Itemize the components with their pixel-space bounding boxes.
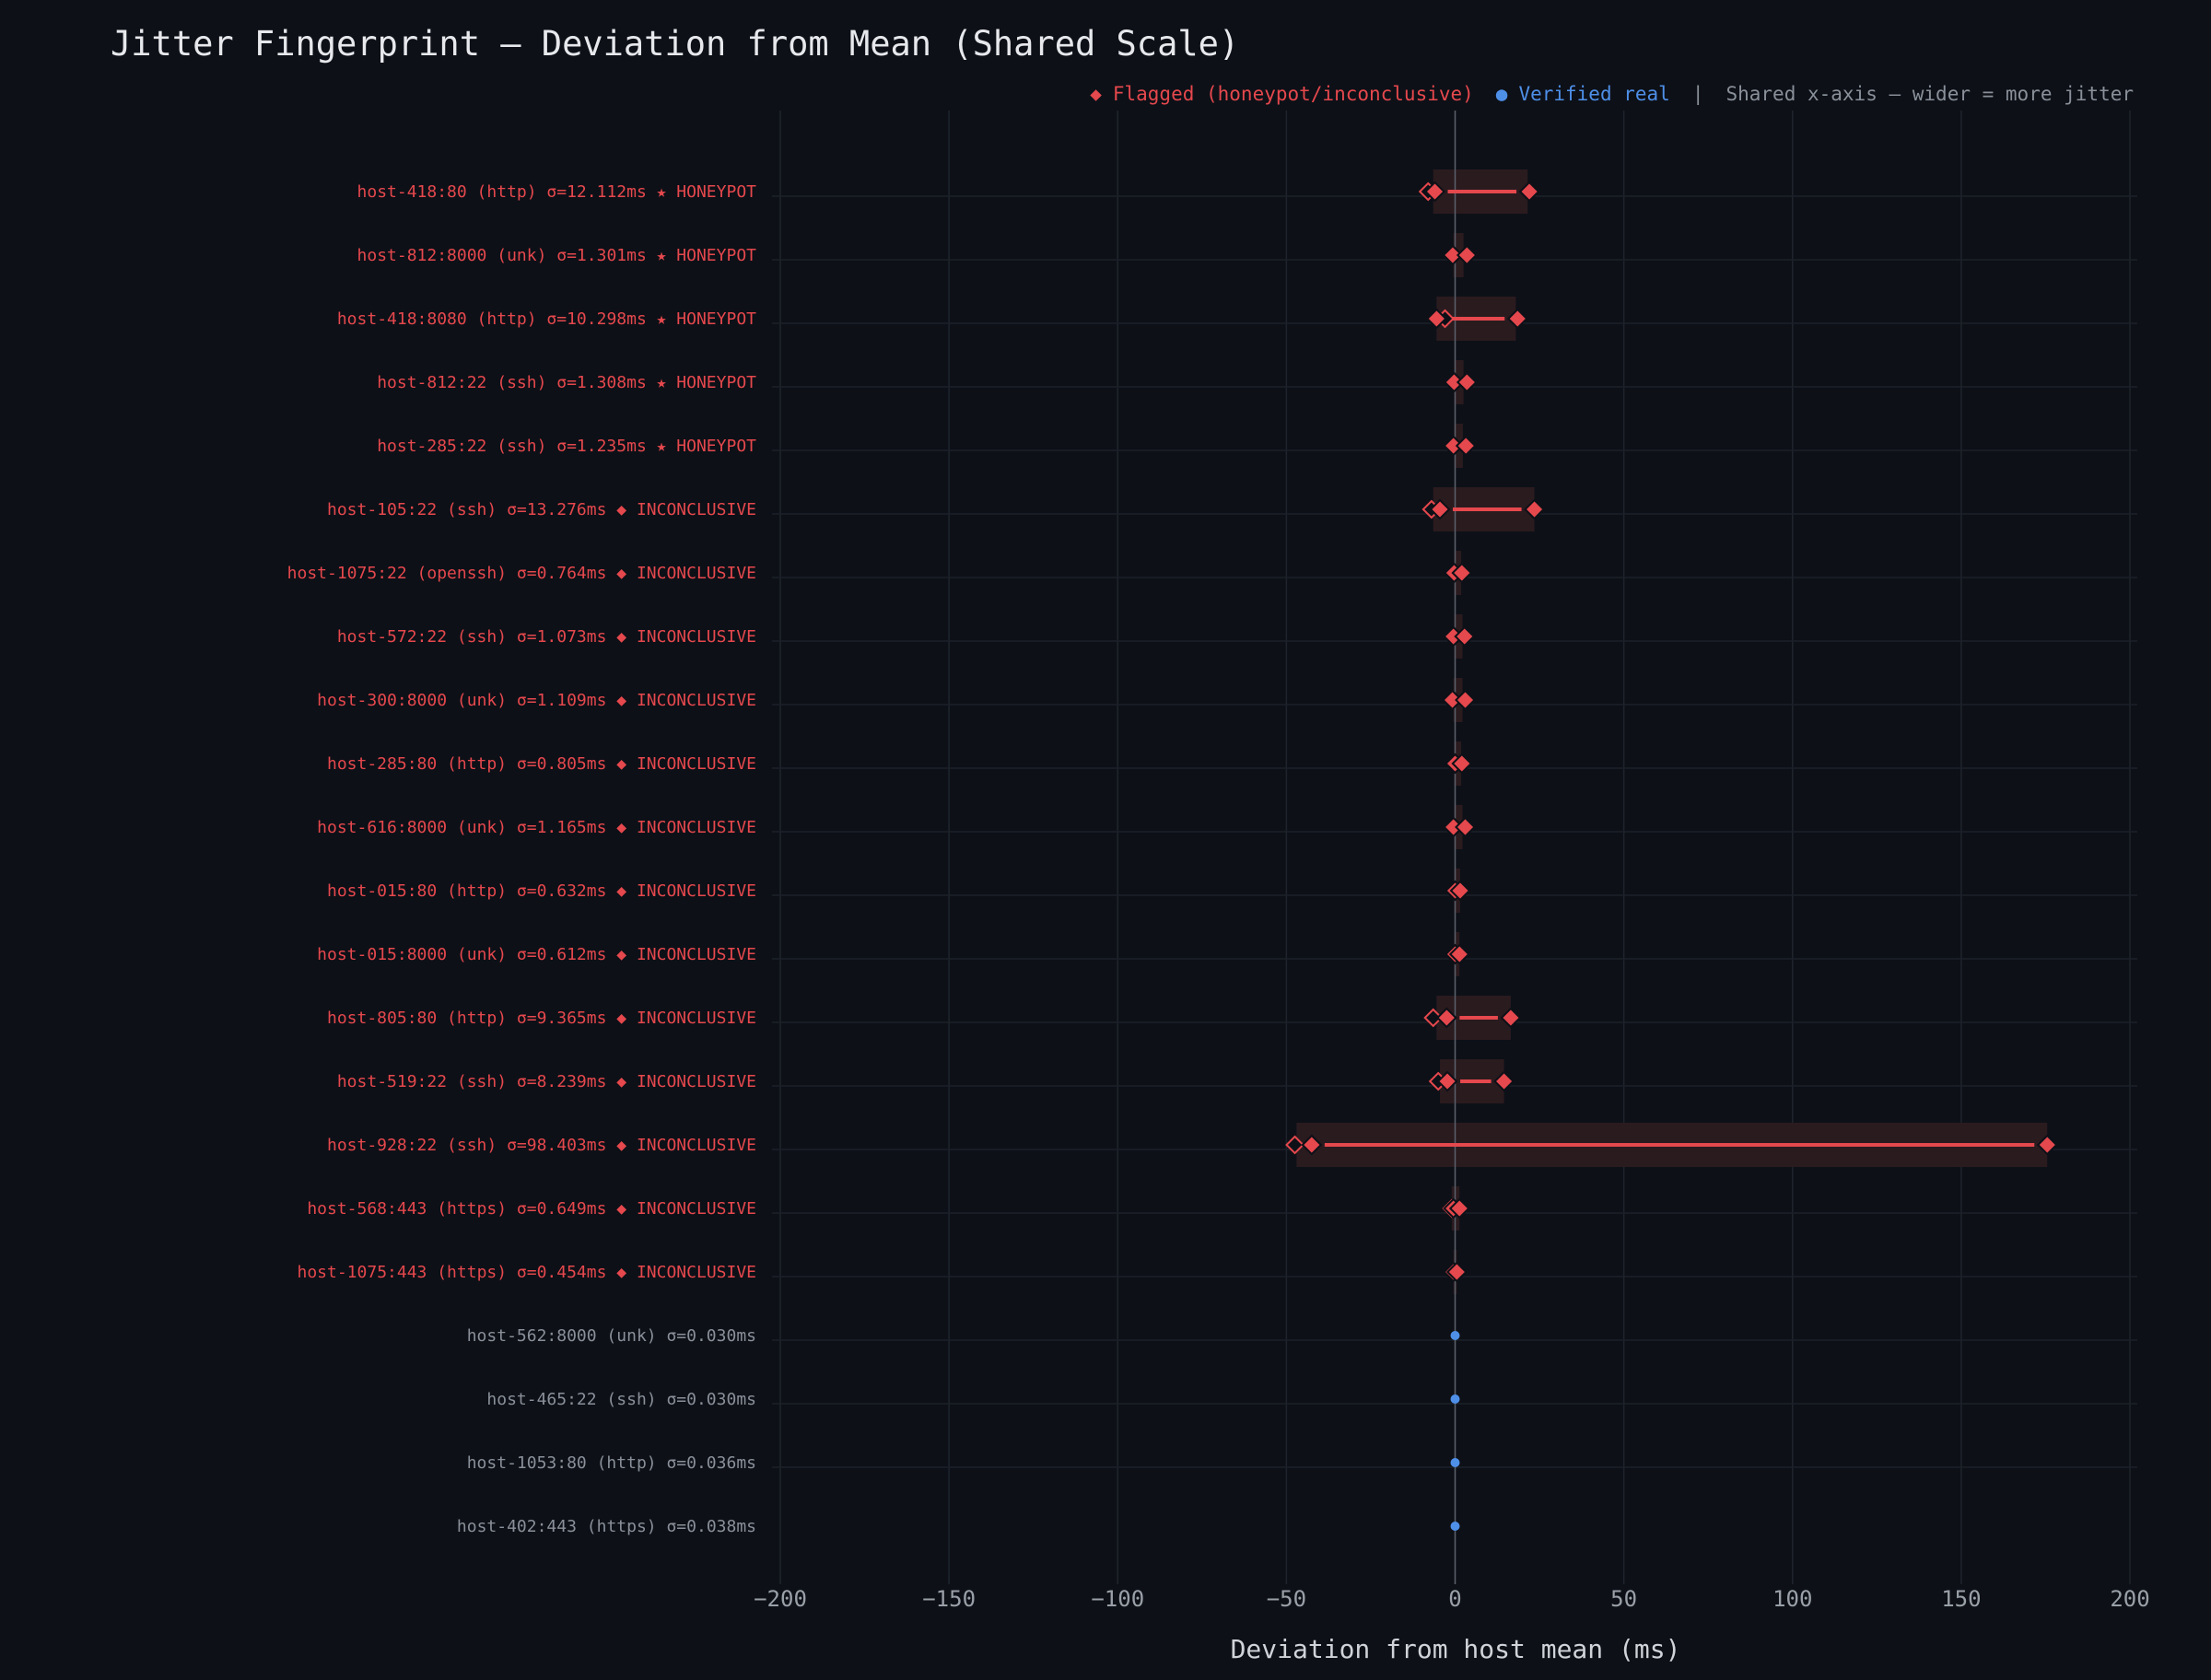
max-marker	[1455, 689, 1476, 711]
x-tick-label: 0	[1448, 1586, 1461, 1612]
row-label: host-805:80 (http) σ=9.365ms ◆ INCONCLUS…	[327, 1009, 756, 1028]
verified-point	[1450, 1394, 1460, 1404]
row-label: host-285:80 (http) σ=0.805ms ◆ INCONCLUS…	[327, 754, 756, 774]
min-marker	[1301, 1134, 1323, 1156]
x-tick-label: 50	[1610, 1586, 1637, 1612]
max-marker	[1454, 625, 1476, 648]
sample-marker	[1285, 1135, 1304, 1155]
jitter-bands	[1296, 169, 2048, 1294]
row-label: host-1075:22 (openssh) σ=0.764ms ◆ INCON…	[287, 564, 756, 583]
x-tick-label: 200	[2110, 1586, 2149, 1612]
max-marker	[1455, 435, 1477, 457]
max-marker	[1445, 1261, 1468, 1283]
legend-verified-marker: ●	[1496, 83, 1508, 105]
max-marker	[1451, 752, 1473, 775]
min-marker	[1436, 1070, 1458, 1092]
row-label: host-616:8000 (unk) σ=1.165ms ◆ INCONCLU…	[317, 818, 756, 837]
sample-marker	[1423, 1008, 1444, 1028]
x-tick-label: 150	[1941, 1586, 1981, 1612]
x-tick-label: 100	[1772, 1586, 1812, 1612]
min-marker	[1442, 244, 1464, 266]
row-label: host-418:8080 (http) σ=10.298ms ★ HONEYP…	[337, 309, 756, 329]
chart-legend: ◆ Flagged (honeypot/inconclusive) ● Verifie…	[1090, 83, 2134, 106]
max-marker	[1448, 943, 1470, 965]
legend-flagged-marker: ◆	[1090, 83, 1102, 105]
row-label: host-568:443 (https) σ=0.649ms ◆ INCONCL…	[307, 1199, 756, 1219]
min-marker	[1425, 308, 1447, 330]
max-marker	[1500, 1007, 1522, 1029]
row-label: host-300:8000 (unk) σ=1.109ms ◆ INCONCLU…	[317, 691, 756, 710]
row-label: host-1053:80 (http) σ=0.036ms	[467, 1453, 756, 1473]
row-label: host-928:22 (ssh) σ=98.403ms ◆ INCONCLUS…	[327, 1136, 756, 1155]
max-marker	[1449, 880, 1471, 902]
x-tick-label: −200	[754, 1586, 807, 1612]
min-marker	[1435, 1007, 1457, 1029]
min-marker	[1429, 498, 1451, 520]
verified-point	[1450, 1522, 1460, 1531]
row-labels: host-418:80 (http) σ=12.112ms ★ HONEYPOT…	[287, 182, 757, 1536]
legend-verified-label: Verified real	[1518, 83, 1669, 105]
row-label: host-402:443 (https) σ=0.038ms	[457, 1517, 756, 1536]
x-axis-label: Deviation from host mean (ms)	[1231, 1634, 1681, 1664]
row-label: host-812:22 (ssh) σ=1.308ms ★ HONEYPOT	[377, 373, 756, 392]
x-axis-ticks: −200 −150 −100 −50 0 50 100 150 200	[754, 1586, 2150, 1612]
legend-note: Shared x-axis — wider = more jitter	[1726, 83, 2134, 105]
x-tick-label: −100	[1091, 1586, 1144, 1612]
max-marker	[1455, 816, 1476, 838]
x-tick-label: −50	[1267, 1586, 1306, 1612]
data-marks	[1285, 181, 2058, 1531]
verified-point	[1450, 1331, 1460, 1340]
min-marker	[1424, 181, 1445, 203]
row-label: host-015:8000 (unk) σ=0.612ms ◆ INCONCLU…	[317, 945, 756, 964]
row-label: host-519:22 (ssh) σ=8.239ms ◆ INCONCLUSI…	[337, 1072, 756, 1091]
max-marker	[1448, 1197, 1470, 1219]
x-tick-label: −150	[922, 1586, 976, 1612]
verified-point	[1450, 1458, 1460, 1467]
chart-title: Jitter Fingerprint — Deviation from Mean…	[111, 24, 1239, 64]
legend-flagged-label: Flagged (honeypot/inconclusive)	[1113, 83, 1474, 105]
max-marker	[2036, 1134, 2058, 1156]
row-label: host-285:22 (ssh) σ=1.235ms ★ HONEYPOT	[377, 437, 756, 456]
max-marker	[1518, 181, 1540, 203]
max-marker	[1456, 244, 1478, 266]
row-label: host-562:8000 (unk) σ=0.030ms	[467, 1326, 756, 1346]
max-marker	[1524, 498, 1545, 520]
max-marker	[1451, 562, 1473, 584]
legend-separator: |	[1692, 83, 1704, 106]
row-label: host-015:80 (http) σ=0.632ms ◆ INCONCLUS…	[327, 881, 756, 901]
max-marker	[1456, 371, 1478, 393]
row-label: host-1075:443 (https) σ=0.454ms ◆ INCONC…	[298, 1263, 757, 1282]
row-label: host-572:22 (ssh) σ=1.073ms ◆ INCONCLUSI…	[337, 627, 756, 647]
row-label: host-105:22 (ssh) σ=13.276ms ◆ INCONCLUS…	[327, 500, 756, 519]
row-label: host-465:22 (ssh) σ=0.030ms	[486, 1390, 756, 1409]
max-marker	[1493, 1070, 1515, 1092]
max-marker	[1506, 308, 1528, 330]
row-label: host-418:80 (http) σ=12.112ms ★ HONEYPOT	[357, 182, 757, 202]
row-label: host-812:8000 (unk) σ=1.301ms ★ HONEYPOT	[357, 246, 757, 265]
